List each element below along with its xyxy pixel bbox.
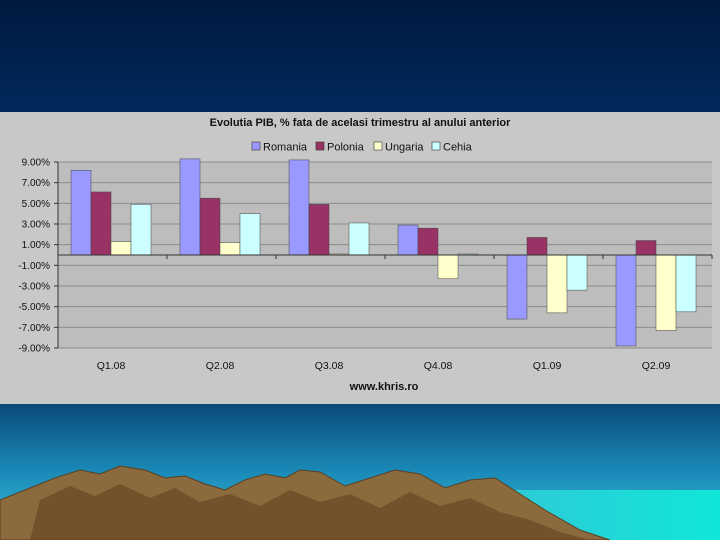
bar-romania-q1-08 [70,170,92,256]
bar-romania-q2-08 [179,158,201,256]
bar-cehia-q2-09 [675,254,697,313]
legend-label-romania: Romania [263,142,308,154]
x-tick-label: Q1.08 [97,360,126,372]
legend-swatch-ungaria [373,141,383,151]
mountain-shadow [30,484,590,540]
x-tick-label: Q1.09 [533,360,562,372]
bar-polonia-q3-08 [308,204,330,256]
legend-label-ungaria: Ungaria [385,142,424,154]
y-tick-label: 3.00% [22,220,50,231]
bar-cehia-q1-08 [130,204,152,256]
legend-swatch-polonia [315,141,325,151]
chart-panel: Evolutia PIB, % fata de acelasi trimestr… [0,112,720,404]
gridlines [58,161,712,349]
y-tick-label: -3.00% [18,282,50,293]
bar-polonia-q1-09 [526,237,548,256]
y-tick-label: -9.00% [18,344,50,355]
bar-cehia-q1-09 [566,254,588,291]
chart-legend: Romania Polonia Ungaria Cehia [251,141,473,154]
y-tick-label: 9.00% [22,158,50,169]
bar-romania-q2-09 [615,254,637,347]
gdp-bar-chart: Evolutia PIB, % fata de acelasi trimestr… [18,117,713,393]
bar-ungaria-q4-08 [437,254,459,280]
bar-romania-q1-09 [506,254,528,320]
y-axis: 9.00% 7.00% 5.00% 3.00% 1.00% -1.00% -3.00% -5.… [18,158,59,355]
bar-polonia-q1-08 [90,191,112,256]
y-tick-label: 7.00% [22,178,50,189]
x-tick-label: Q2.09 [642,360,671,372]
bar-cehia-q3-08 [348,222,370,256]
bar-polonia-q2-09 [635,240,657,256]
x-tick-label: Q3.08 [315,360,344,372]
bar-romania-q3-08 [288,159,310,256]
y-tick-label: -7.00% [18,323,50,334]
chart-title: Evolutia PIB, % fata de acelasi trimestr… [210,117,511,129]
y-tick-label: 5.00% [22,199,50,210]
y-tick-label: -5.00% [18,302,50,313]
bar-polonia-q2-08 [199,197,221,256]
bar-ungaria-q2-08 [219,242,241,256]
y-tick-label: -1.00% [18,261,50,272]
bar-romania-q4-08 [397,224,419,256]
legend-label-cehia: Cehia [443,142,473,154]
chart-footer-source: www.khris.ro [349,381,419,393]
legend-swatch-cehia [431,141,441,151]
bar-ungaria-q2-09 [655,254,677,331]
bar-ungaria-q1-08 [110,241,132,256]
bar-ungaria-q1-09 [546,254,568,314]
bar-polonia-q4-08 [417,227,439,256]
x-tick-label: Q4.08 [424,360,453,372]
bars [70,158,697,347]
y-tick-label: 1.00% [22,240,50,251]
legend-swatch-romania [251,141,261,151]
x-axis: Q1.08 Q2.08 Q3.08 Q4.08 Q1.09 Q2.09 [58,254,713,372]
legend-label-polonia: Polonia [327,142,365,154]
bar-cehia-q2-08 [239,213,261,256]
x-tick-label: Q2.08 [206,360,235,372]
